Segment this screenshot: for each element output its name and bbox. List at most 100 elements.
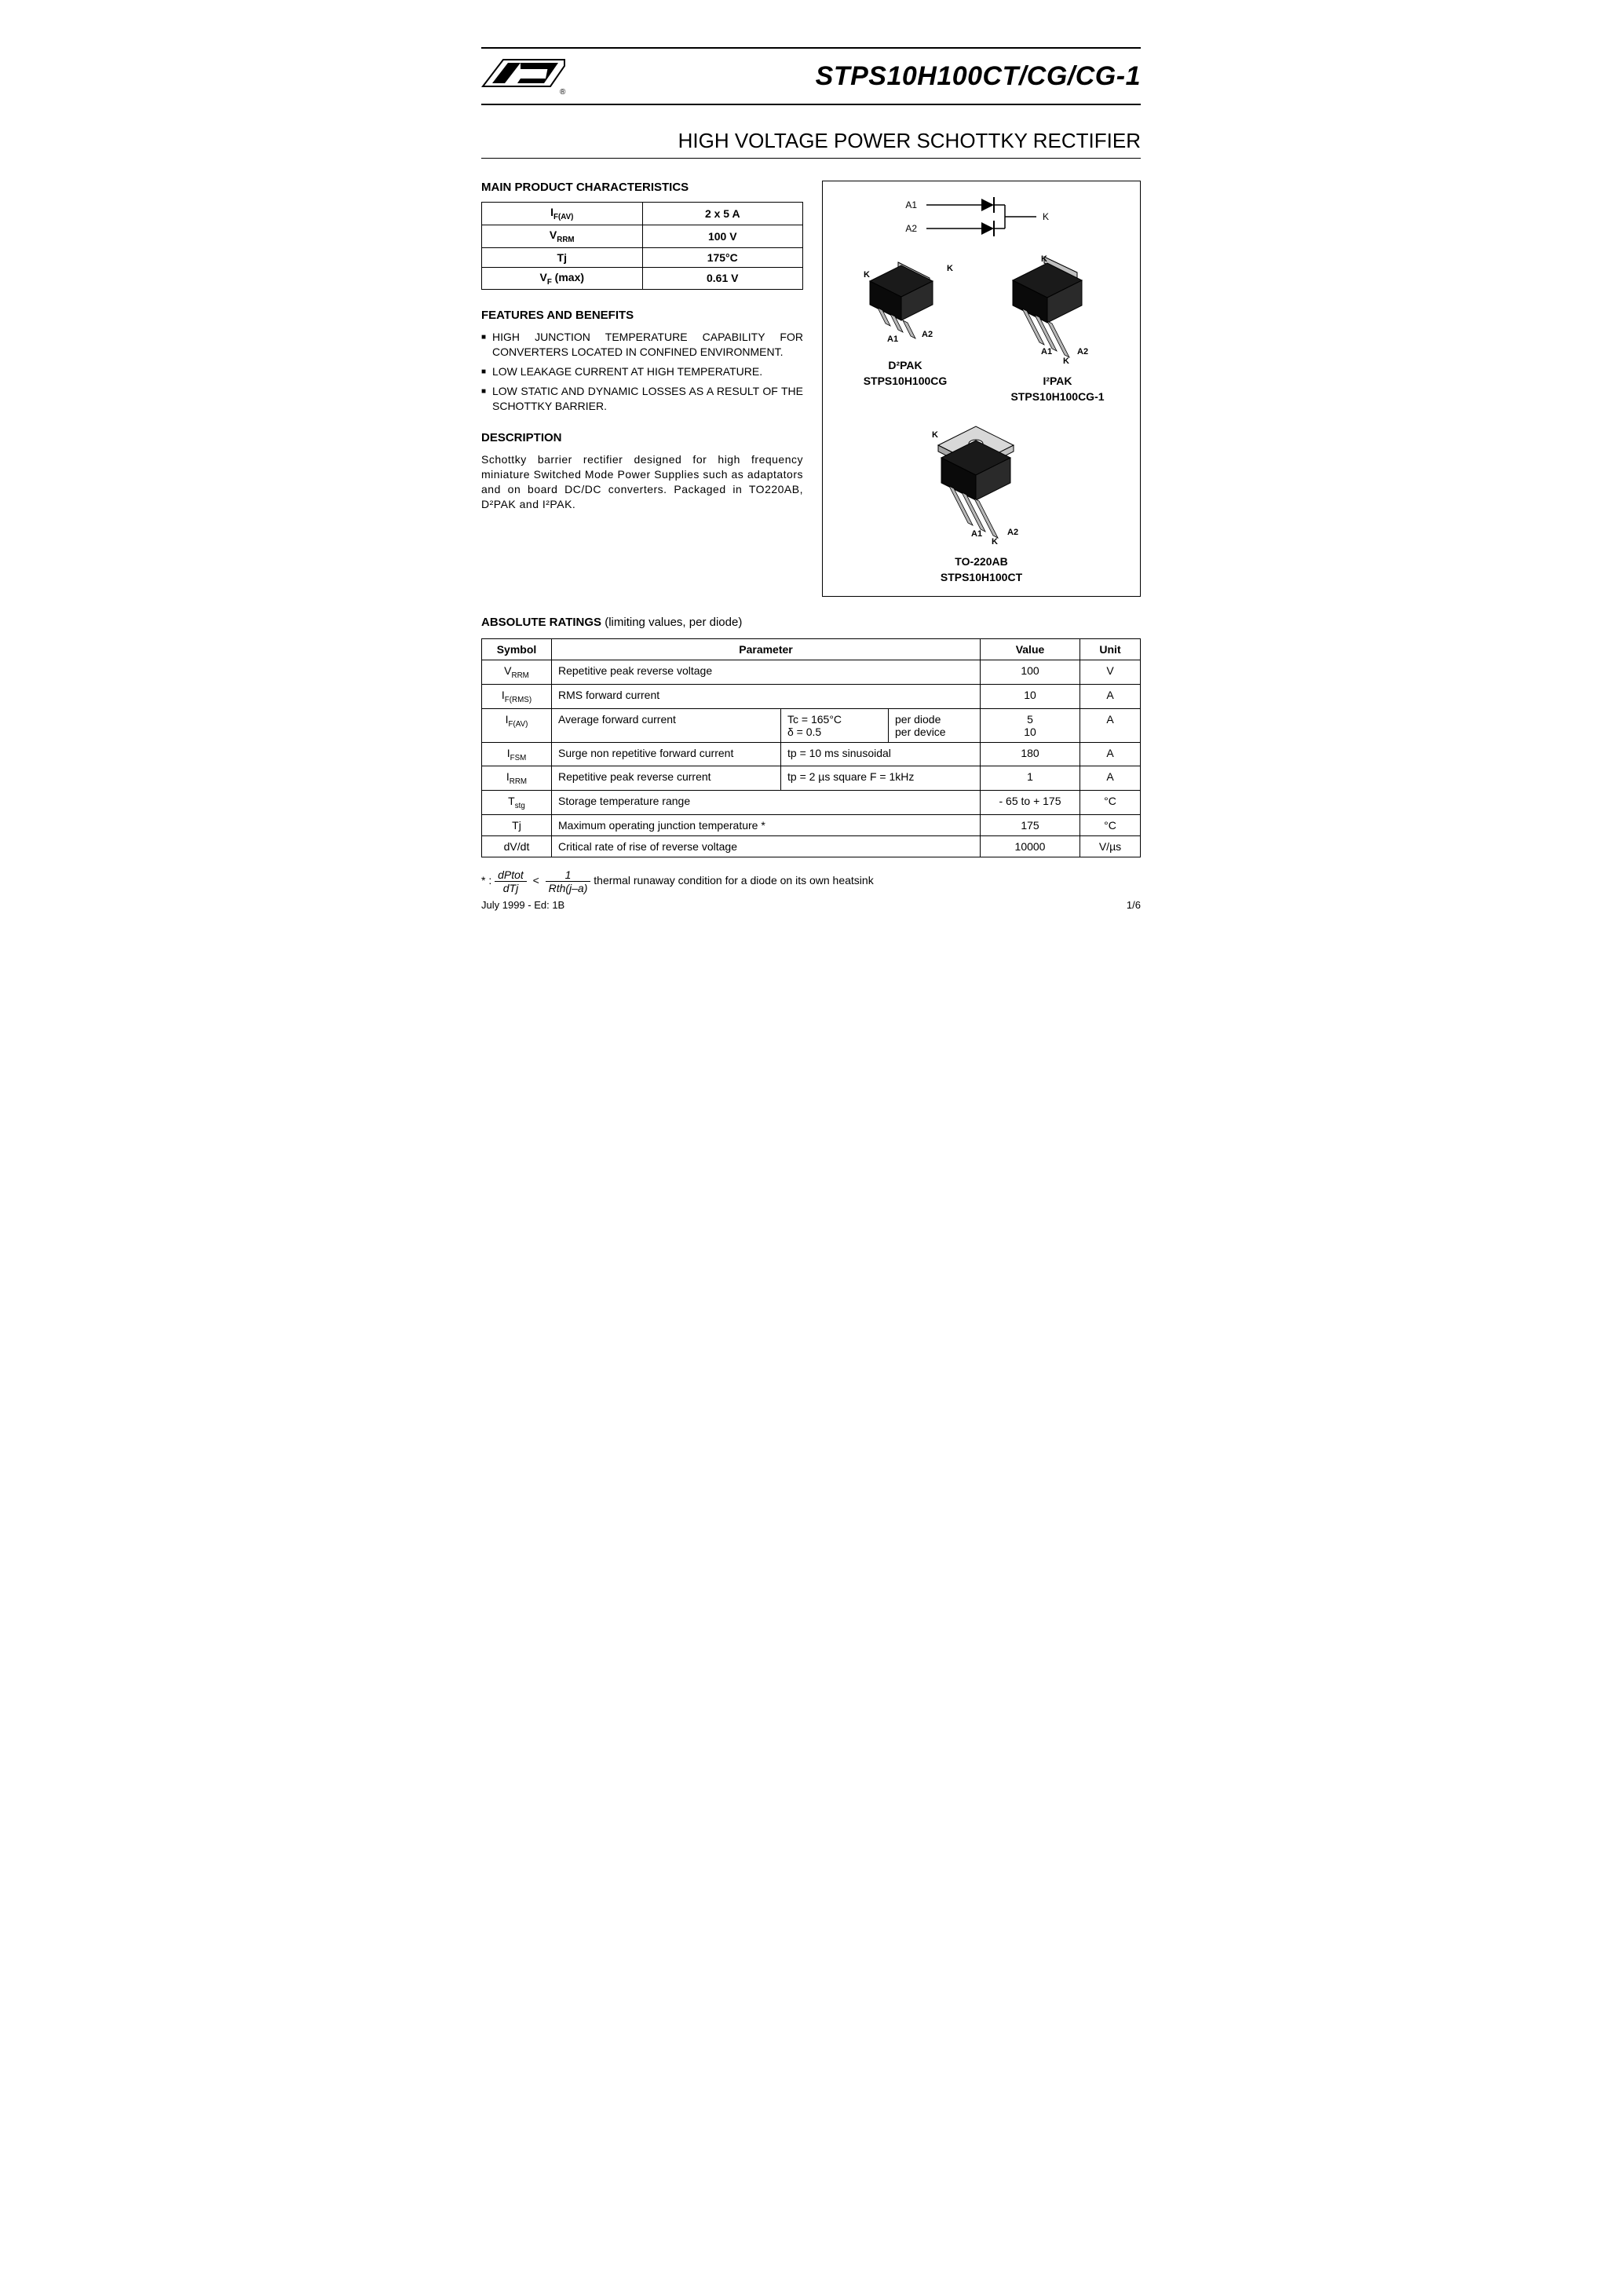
st-logo-svg: ®: [481, 57, 568, 96]
feature-item: LOW STATIC AND DYNAMIC LOSSES AS A RESUL…: [481, 384, 803, 414]
abs-param: Storage temperature range: [552, 791, 981, 815]
absolute-ratings-heading: ABSOLUTE RATINGS (limiting values, per d…: [481, 616, 1141, 629]
i2pak-icon: K A1 K A2: [991, 254, 1124, 371]
to220-icon: K A1 K A2: [907, 419, 1056, 552]
description-heading: DESCRIPTION: [481, 431, 803, 444]
diode-schematic: A1 A2 K: [895, 191, 1068, 246]
abs-symbol: Tj: [482, 814, 552, 835]
char-value: 2 x 5 A: [642, 203, 803, 225]
description-text: Schottky barrier rectifier designed for …: [481, 452, 803, 512]
d2pak-name: D²PAK: [829, 359, 981, 371]
char-label: VRRM: [482, 225, 643, 247]
abs-symbol: IF(RMS): [482, 684, 552, 708]
abs-param: Maximum operating junction temperature *: [552, 814, 981, 835]
svg-text:A2: A2: [1077, 347, 1088, 356]
svg-text:K: K: [864, 270, 870, 280]
abs-unit: A: [1080, 766, 1141, 791]
top-rule: [481, 47, 1141, 49]
abs-param: Repetitive peak reverse current: [552, 766, 781, 791]
d2pak-cell: K A1 A2 K D²PAK STPS10H100CG: [829, 254, 981, 403]
abs-value: 10: [981, 684, 1080, 708]
characteristics-heading: MAIN PRODUCT CHARACTERISTICS: [481, 181, 803, 194]
i2pak-part: STPS10H100CG-1: [981, 390, 1134, 403]
i2pak-name: I²PAK: [981, 375, 1134, 387]
abs-value: 175: [981, 814, 1080, 835]
page-number: 1/6: [1127, 899, 1141, 911]
abs-unit: V: [1080, 660, 1141, 685]
footer-row: July 1999 - Ed: 1B 1/6: [481, 899, 1141, 911]
package-diagram-box: A1 A2 K: [822, 181, 1141, 597]
st-logo: ®: [481, 57, 568, 96]
abs-th-value: Value: [981, 639, 1080, 660]
abs-symbol: IFSM: [482, 742, 552, 766]
header-bottom-rule: [481, 104, 1141, 105]
abs-unit: °C: [1080, 814, 1141, 835]
to220-name: TO-220AB: [829, 555, 1134, 568]
svg-text:K: K: [1043, 211, 1049, 222]
left-column: MAIN PRODUCT CHARACTERISTICS IF(AV)2 x 5…: [481, 181, 803, 597]
svg-text:K: K: [992, 537, 998, 547]
abs-value: 510: [981, 708, 1080, 742]
d2pak-part: STPS10H100CG: [829, 375, 981, 387]
to220-cell: K A1 K A2 TO-220AB STPS10H100CT: [829, 419, 1134, 583]
svg-text:A2: A2: [922, 330, 933, 339]
svg-text:A1: A1: [1041, 347, 1052, 356]
part-number: STPS10H100CT/CG/CG-1: [816, 61, 1141, 92]
abs-param: RMS forward current: [552, 684, 981, 708]
abs-value: 100: [981, 660, 1080, 685]
abs-symbol: dV/dt: [482, 835, 552, 857]
char-label: IF(AV): [482, 203, 643, 225]
svg-text:K: K: [1063, 356, 1069, 366]
abs-value: 10000: [981, 835, 1080, 857]
abs-unit: A: [1080, 742, 1141, 766]
abs-cond2: per diodeper device: [889, 708, 981, 742]
svg-text:K: K: [1041, 254, 1047, 264]
char-value: 100 V: [642, 225, 803, 247]
feature-item: LOW LEAKAGE CURRENT AT HIGH TEMPERATURE.: [481, 364, 803, 379]
abs-symbol: IF(AV): [482, 708, 552, 742]
abs-symbol: Tstg: [482, 791, 552, 815]
abs-value: - 65 to + 175: [981, 791, 1080, 815]
svg-text:A1: A1: [971, 529, 982, 539]
svg-text:A1: A1: [887, 335, 898, 344]
characteristics-table: IF(AV)2 x 5 AVRRM100 VTj175°CVF (max)0.6…: [481, 202, 803, 290]
abs-cond1: Tc = 165°Cδ = 0.5: [781, 708, 889, 742]
header-row: ® STPS10H100CT/CG/CG-1: [481, 53, 1141, 101]
abs-th-parameter: Parameter: [552, 639, 981, 660]
svg-text:A2: A2: [905, 223, 917, 234]
features-heading: FEATURES AND BENEFITS: [481, 309, 803, 322]
abs-th-symbol: Symbol: [482, 639, 552, 660]
svg-text:®: ®: [560, 88, 566, 96]
abs-unit: V/µs: [1080, 835, 1141, 857]
char-label: Tj: [482, 247, 643, 267]
abs-unit: °C: [1080, 791, 1141, 815]
d2pak-icon: K A1 A2 K: [846, 254, 964, 356]
footnote: * : dPtot dTj < 1 Rth(j–a) thermal runaw…: [481, 868, 1141, 894]
abs-symbol: VRRM: [482, 660, 552, 685]
svg-text:K: K: [947, 264, 953, 273]
i2pak-cell: K A1 K A2 I²PAK STPS10H100CG-1: [981, 254, 1134, 403]
abs-cond: tp = 10 ms sinusoidal: [781, 742, 981, 766]
abs-param: Critical rate of rise of reverse voltage: [552, 835, 981, 857]
subtitle-rule: [481, 158, 1141, 159]
abs-unit: A: [1080, 708, 1141, 742]
feature-item: HIGH JUNCTION TEMPERATURE CAPABILITY FOR…: [481, 330, 803, 360]
char-value: 175°C: [642, 247, 803, 267]
abs-value: 1: [981, 766, 1080, 791]
svg-text:A1: A1: [905, 199, 917, 210]
absolute-ratings-table: Symbol Parameter Value Unit VRRMRepetiti…: [481, 638, 1141, 857]
subtitle: HIGH VOLTAGE POWER SCHOTTKY RECTIFIER: [481, 129, 1141, 153]
abs-param: Average forward current: [552, 708, 781, 742]
to220-part: STPS10H100CT: [829, 571, 1134, 583]
svg-text:A2: A2: [1007, 528, 1018, 537]
abs-cond: tp = 2 µs square F = 1kHz: [781, 766, 981, 791]
abs-value: 180: [981, 742, 1080, 766]
svg-text:K: K: [932, 430, 938, 440]
abs-symbol: IRRM: [482, 766, 552, 791]
abs-param: Surge non repetitive forward current: [552, 742, 781, 766]
abs-unit: A: [1080, 684, 1141, 708]
features-list: HIGH JUNCTION TEMPERATURE CAPABILITY FOR…: [481, 330, 803, 413]
date-line: July 1999 - Ed: 1B: [481, 899, 564, 911]
char-value: 0.61 V: [642, 267, 803, 290]
abs-param: Repetitive peak reverse voltage: [552, 660, 981, 685]
